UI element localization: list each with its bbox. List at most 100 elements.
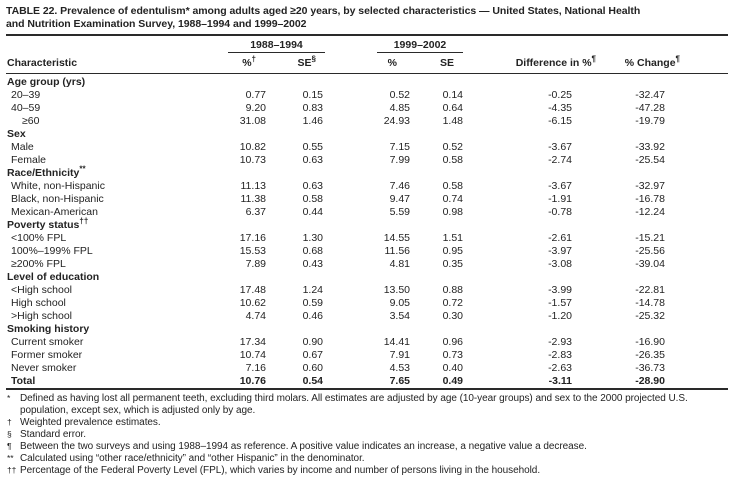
footnote-text: Between the two surveys and using 1988–1… xyxy=(20,441,587,452)
characteristic-cell: Male xyxy=(11,141,34,153)
value-cell: 0.72 xyxy=(442,297,463,309)
table-section-row: Smoking history xyxy=(6,323,728,336)
value-cell: 9.05 xyxy=(389,297,410,309)
filler-cell xyxy=(681,193,728,206)
footnote-marker: ** xyxy=(7,453,14,463)
value-cell: 4.81 xyxy=(389,258,410,270)
value-cell: 7.99 xyxy=(389,154,410,166)
footnote-text: Percentage of the Federal Poverty Level … xyxy=(20,465,541,476)
value-cell: 0.58 xyxy=(442,180,463,192)
value-cell: 0.77 xyxy=(245,89,266,101)
value-cell: 0.83 xyxy=(302,102,323,114)
column-header-difference: Difference in %¶ xyxy=(465,53,597,74)
value-cell: 0.52 xyxy=(389,89,410,101)
value-cell: -25.56 xyxy=(635,245,665,257)
table-row: Black, non-Hispanic 11.38 0.58 9.47 0.74 -1.9… xyxy=(6,193,728,206)
value-cell: 0.58 xyxy=(442,154,463,166)
value-cell: 24.93 xyxy=(383,115,410,127)
value-cell: 7.15 xyxy=(389,141,410,153)
section-label: Level of education xyxy=(7,271,100,283)
value-cell: -16.90 xyxy=(635,336,665,348)
empty-header-cell xyxy=(465,35,728,53)
characteristic-cell: <100% FPL xyxy=(11,232,67,244)
value-cell: 0.55 xyxy=(302,141,323,153)
value-cell: 0.63 xyxy=(302,154,323,166)
value-cell: 0.73 xyxy=(442,349,463,361)
value-cell: 0.88 xyxy=(442,284,463,296)
table-title-line2: and Nutrition Examination Survey, 1988–1… xyxy=(6,18,307,30)
table-row: Male 10.82 0.55 7.15 0.52 -3.67 -33.92 xyxy=(6,141,728,154)
column-header-pct-1999: % xyxy=(325,53,412,74)
value-cell: 0.64 xyxy=(442,102,463,114)
value-cell: -16.78 xyxy=(635,193,665,205)
filler-cell xyxy=(681,336,728,349)
period-1988-1994-label: 1988–1994 xyxy=(228,39,325,53)
footnote-text: Calculated using “other race/ethnicity” … xyxy=(20,453,365,464)
value-cell: 0.95 xyxy=(442,245,463,257)
value-cell: 7.91 xyxy=(389,349,410,361)
value-cell: 0.96 xyxy=(442,336,463,348)
value-cell: -25.54 xyxy=(635,154,665,166)
value-cell: 0.46 xyxy=(302,310,323,322)
table-title: TABLE 22. Prevalence of edentulism* amon… xyxy=(6,5,728,31)
filler-cell xyxy=(681,180,728,193)
footnote-marker: * xyxy=(7,393,11,403)
period-1999-2002-label: 1999–2002 xyxy=(377,39,463,53)
table-row: High school 10.62 0.59 9.05 0.72 -1.57 -14.78 xyxy=(6,297,728,310)
characteristic-cell: ≥60 xyxy=(22,115,40,127)
value-cell: 0.59 xyxy=(302,297,323,309)
pilcrow-footnote-marker: ¶ xyxy=(675,54,680,64)
characteristic-cell: White, non-Hispanic xyxy=(11,180,105,192)
value-cell: -6.15 xyxy=(548,115,572,127)
value-cell: -26.35 xyxy=(635,349,665,361)
footnote: § Standard error. xyxy=(6,429,732,441)
value-cell: 14.41 xyxy=(383,336,410,348)
value-cell: 11.56 xyxy=(384,245,411,257)
filler-cell xyxy=(681,284,728,297)
value-cell: 10.76 xyxy=(228,375,268,390)
column-header-characteristic: Characteristic xyxy=(6,53,228,74)
footnote-marker: ** xyxy=(79,164,86,174)
table-row: <100% FPL 17.16 1.30 14.55 1.51 -2.61 -15.21 xyxy=(6,232,728,245)
footnote-text: Standard error. xyxy=(20,429,86,440)
value-cell: -0.78 xyxy=(548,206,572,218)
value-cell: -28.90 xyxy=(597,375,681,390)
value-cell: 6.37 xyxy=(245,206,266,218)
filler-cell xyxy=(681,232,728,245)
table-row: Total 10.76 0.54 7.65 0.49 -3.11 -28.90 xyxy=(6,375,728,390)
table-section-row: Sex xyxy=(6,128,728,141)
column-header-se-1999: SE xyxy=(412,53,465,74)
column-header-se-1988: SE§ xyxy=(268,53,325,74)
table-row: ≥200% FPL 7.89 0.43 4.81 0.35 -3.08 -39.04 xyxy=(6,258,728,271)
value-cell: -3.67 xyxy=(548,180,572,192)
table-body: Age group (yrs) 20–39 0.77 0.15 0.52 0.14 -0.2… xyxy=(6,74,728,390)
footnote: †† Percentage of the Federal Poverty Leve… xyxy=(6,465,732,477)
column-header-pct-change: % Change¶ xyxy=(597,53,681,74)
value-cell: 1.30 xyxy=(302,232,323,244)
filler-cell xyxy=(681,258,728,271)
footnotes: * Defined as having lost all permanent te… xyxy=(6,393,732,477)
characteristic-cell: Mexican-American xyxy=(11,206,98,218)
value-cell: 0.35 xyxy=(442,258,463,270)
value-cell: 0.40 xyxy=(442,362,463,374)
footnote: ** Calculated using “other race/ethnicity… xyxy=(6,453,732,465)
table-row: White, non-Hispanic 11.13 0.63 7.46 0.58 -3.6… xyxy=(6,180,728,193)
filler-cell xyxy=(681,362,728,375)
value-cell: 0.14 xyxy=(442,89,463,101)
characteristic-cell: Female xyxy=(11,154,47,166)
value-cell: 0.60 xyxy=(302,362,323,374)
value-cell: -4.35 xyxy=(548,102,572,114)
value-cell: -14.78 xyxy=(635,297,665,309)
value-cell: 10.73 xyxy=(239,154,266,166)
value-cell: 0.52 xyxy=(442,141,463,153)
filler-cell xyxy=(681,102,728,115)
value-cell: 4.74 xyxy=(245,310,266,322)
table-section-row: Poverty status†† xyxy=(6,217,728,232)
table-row: Mexican-American 6.37 0.44 5.59 0.98 -0.78 -12… xyxy=(6,206,728,219)
value-cell: -2.74 xyxy=(548,154,572,166)
value-cell: 3.54 xyxy=(389,310,410,322)
table-row: Current smoker 17.34 0.90 14.41 0.96 -2.93 -16… xyxy=(6,336,728,349)
value-cell: 1.51 xyxy=(442,232,463,244)
value-cell: -36.73 xyxy=(635,362,665,374)
section-label: Age group (yrs) xyxy=(7,76,86,88)
